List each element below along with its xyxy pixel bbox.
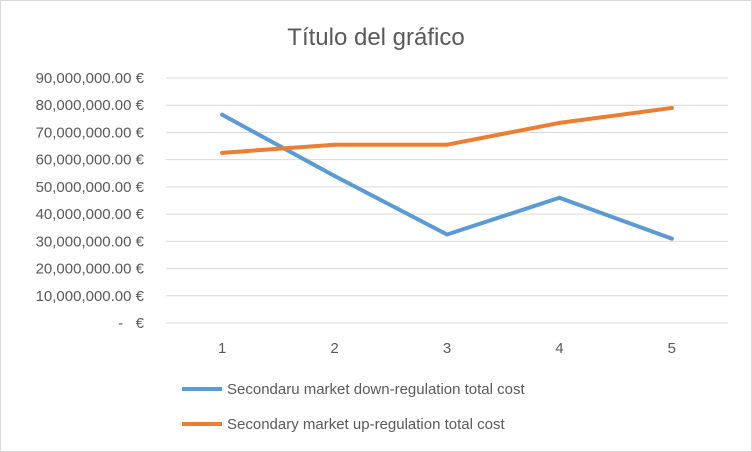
data-point	[220, 150, 225, 155]
y-tick-label: 20,000,000.00 €	[36, 261, 145, 278]
data-point	[669, 105, 674, 110]
data-point	[445, 232, 449, 237]
y-axis-tick-labels: - € 10,000,000.00 € 20,000,000.00 € 30,000,…	[36, 70, 145, 332]
data-point	[669, 236, 674, 241]
gridlines	[166, 77, 728, 324]
data-point	[220, 112, 225, 117]
x-tick-label: 3	[443, 340, 451, 357]
series-line-1	[220, 112, 674, 241]
y-tick-label: 30,000,000.00 €	[36, 233, 145, 250]
data-point	[557, 195, 562, 200]
y-tick-label: 10,000,000.00 €	[36, 288, 145, 305]
y-tick-label: 70,000,000.00 €	[36, 124, 145, 141]
series-lines	[220, 105, 674, 241]
legend-label: Secondary market up-regulation total cos…	[227, 416, 505, 433]
data-point	[445, 142, 449, 147]
y-tick-label: - €	[118, 315, 144, 332]
y-tick-label: 50,000,000.00 €	[36, 179, 145, 196]
y-tick-label: 80,000,000.00 €	[36, 97, 145, 114]
x-tick-label: 5	[668, 340, 676, 357]
legend: Secondaru market down-regulation total c…	[182, 381, 525, 433]
data-point	[557, 120, 562, 125]
y-tick-label: 90,000,000.00 €	[36, 70, 145, 87]
y-tick-label: 40,000,000.00 €	[36, 206, 145, 223]
x-tick-label: 4	[555, 340, 563, 357]
chart-title: Título del gráfico	[287, 24, 464, 51]
x-tick-label: 1	[218, 340, 226, 357]
y-tick-label: 60,000,000.00 €	[36, 152, 145, 169]
legend-label: Secondaru market down-regulation total c…	[227, 381, 525, 398]
x-tick-label: 2	[330, 340, 338, 357]
data-point	[332, 174, 337, 178]
data-point	[332, 142, 337, 147]
x-axis-tick-labels: 1 2 3 4 5	[218, 340, 676, 357]
